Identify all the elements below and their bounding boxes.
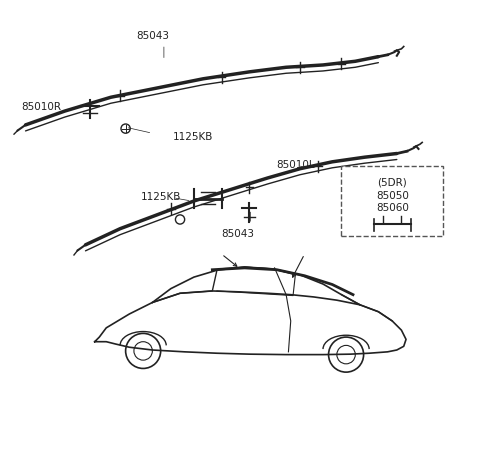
Text: 85060: 85060 <box>376 202 408 213</box>
Text: (5DR): (5DR) <box>377 177 407 187</box>
Text: 1125KB: 1125KB <box>141 192 181 201</box>
FancyBboxPatch shape <box>341 167 443 236</box>
Text: 85043: 85043 <box>136 31 169 40</box>
Text: 85010L: 85010L <box>276 160 314 170</box>
Text: 85043: 85043 <box>221 228 254 238</box>
Text: 1125KB: 1125KB <box>173 131 214 141</box>
Text: 85050: 85050 <box>376 191 408 201</box>
Text: 85010R: 85010R <box>22 102 61 112</box>
